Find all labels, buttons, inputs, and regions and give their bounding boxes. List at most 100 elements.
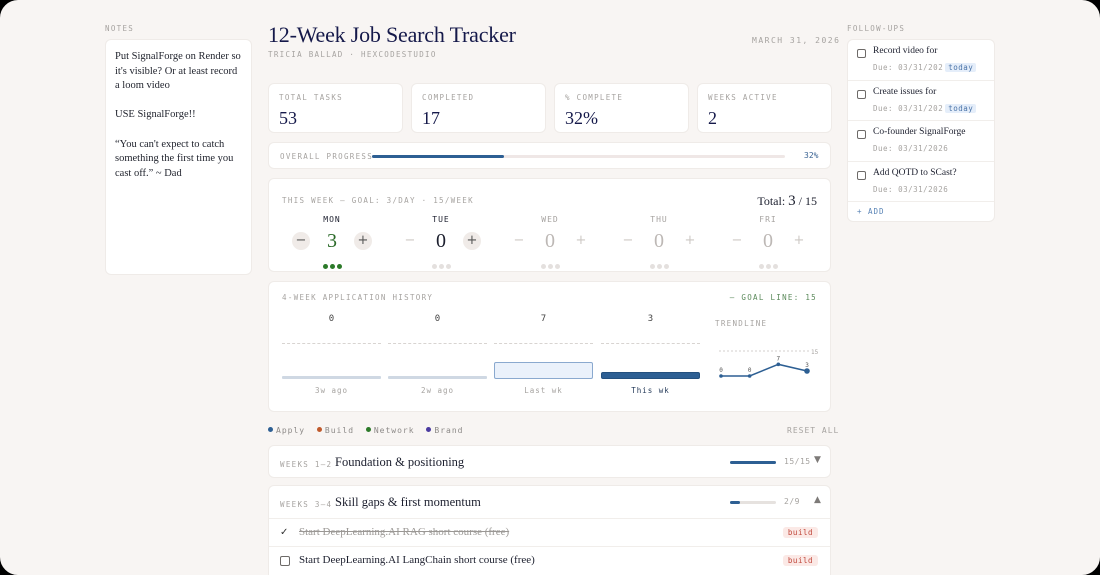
legend-dot-icon [365,427,371,432]
decrement-button[interactable]: − [731,233,743,248]
decrement-button[interactable]: − [622,233,634,248]
overall-progress-track [372,155,785,158]
bar-value-label: 0 [434,314,441,324]
history-week-last: 7 Last wk [494,308,593,403]
category-legend: Apply Build Network Brand [268,426,469,435]
trend-point-label: 7 [777,355,781,362]
bar-value-label: 7 [540,314,547,324]
followup-checkbox[interactable] [857,49,866,58]
followup-item: Add QOTD to SCast? Due: 03/31/2026 [848,162,994,202]
notes-label: NOTES [105,24,135,33]
increment-button[interactable]: + [463,232,481,250]
trendline-chart: 15 0 0 7 3 [719,349,819,378]
day-name: TUE [432,215,450,224]
dot-icon [336,264,342,269]
phase-count: 15/15 [784,457,811,466]
overall-progress: OVERALL PROGRESS 32% [268,142,831,169]
followup-checkbox[interactable] [857,130,866,139]
increment-button[interactable]: + [684,233,696,248]
week-total-goal: / 15 [798,194,817,208]
phase-weeks: WEEKS 3–4 [280,500,333,509]
legend-network: Network [365,426,415,435]
legend-dot-icon [426,427,432,432]
bar-category-label: This wk [631,386,670,395]
day-count: 0 [545,230,555,252]
reset-all-button[interactable]: RESET ALL [787,426,840,435]
trend-point-label: 0 [719,367,723,374]
day-dots [401,256,481,269]
followup-checkbox[interactable] [857,89,866,99]
overall-progress-percent: 32% [804,151,819,160]
bar-category-label: Last wk [524,386,563,395]
day-tuesday: TUE − 0 + [401,215,481,269]
chevron-down-icon[interactable]: ▼ [814,455,821,465]
phase-count: 2/9 [784,497,800,506]
increment-button[interactable]: + [575,233,587,248]
bar-category-label: 3w ago [314,386,349,395]
stat-label: TOTAL TASKS [279,93,343,102]
history-bar [388,376,487,379]
day-name: THU [650,215,668,224]
add-followup-button[interactable]: + ADD [857,207,885,216]
history-week-this: 3 This wk [601,308,700,403]
trend-goal-label: 15 [811,349,819,356]
followup-checkbox[interactable] [857,170,866,180]
task-row: Start DeepLearning.AI LangChain short co… [269,546,830,574]
day-count: 3 [327,230,337,252]
legend-apply: Apply [268,426,305,435]
goal-line [282,343,381,344]
task-checkbox[interactable] [280,556,290,566]
dot-icon [438,264,444,269]
stat-label: % COMPLETE [565,93,624,102]
goal-line-label: — GOAL LINE: 15 [729,293,817,302]
legend-brand: Brand [426,426,463,435]
day-name: WED [541,215,559,224]
decrement-button[interactable]: − [292,232,310,250]
followup-item: Co-founder SignalForge Due: 03/31/2026 [848,121,994,162]
stat-weeks-active: WEEKS ACTIVE 2 [697,83,832,133]
dot-icon [758,264,764,269]
decrement-button[interactable]: − [404,233,416,248]
stat-value: 17 [422,108,440,128]
task-row: ✓ Start DeepLearning.AI RAG short course… [269,518,830,546]
day-monday: MON − 3 + [292,215,372,269]
stat-label: WEEKS ACTIVE [708,93,778,102]
dot-icon [431,264,437,269]
phase-header[interactable]: WEEKS 1–2 Foundation & positioning 15/15… [269,446,830,478]
dot-icon [649,264,655,269]
followups-card: Record video for Due: 03/31/202 today Cre… [847,39,995,222]
dot-icon [772,264,778,269]
history-week-3w: 0 3w ago [282,308,381,403]
goal-line [494,343,593,344]
note-paragraph: “You can't expect to catch something the… [115,138,234,179]
decrement-button[interactable]: − [513,233,525,248]
phase-header[interactable]: WEEKS 3–4 Skill gaps & first momentum 2/… [269,486,830,518]
phase-title: Foundation & positioning [335,455,465,469]
day-dots [728,256,808,269]
trend-point [747,374,752,378]
legend-build: Build [316,426,354,435]
page-subtitle: TRICIA BALLAD · HEXCODESTUDIO [268,50,437,59]
phase-weeks-1-2: WEEKS 1–2 Foundation & positioning 15/15… [268,445,831,478]
day-name: FRI [759,215,777,224]
task-text: Start DeepLearning.AI LangChain short co… [299,554,535,566]
followups-label: FOLLOW-UPS [847,24,906,33]
note-paragraph: USE SignalForge!! [115,109,196,121]
today-badge: today [945,103,977,113]
notes-textarea[interactable]: Put SignalForge on Render so it's visibl… [105,39,252,275]
trendline-label: TRENDLINE [715,319,768,328]
chevron-up-icon[interactable]: ▲ [814,495,821,505]
increment-button[interactable]: + [793,233,805,248]
this-week-card: THIS WEEK — GOAL: 3/DAY · 15/WEEK Total:… [268,178,831,272]
followup-title: Add QOTD to SCast? [873,167,957,178]
followup-due: Due: 03/31/202 today [873,63,977,72]
legend-label: Apply [276,426,306,435]
phase-progress-fill [730,501,741,504]
history-bar [494,362,593,379]
overall-progress-label: OVERALL PROGRESS [280,152,374,161]
history-bar [282,376,381,379]
task-checkbox[interactable]: ✓ [280,527,289,538]
increment-button[interactable]: + [354,232,372,250]
stat-value: 32% [565,108,598,128]
day-dots [292,256,372,269]
